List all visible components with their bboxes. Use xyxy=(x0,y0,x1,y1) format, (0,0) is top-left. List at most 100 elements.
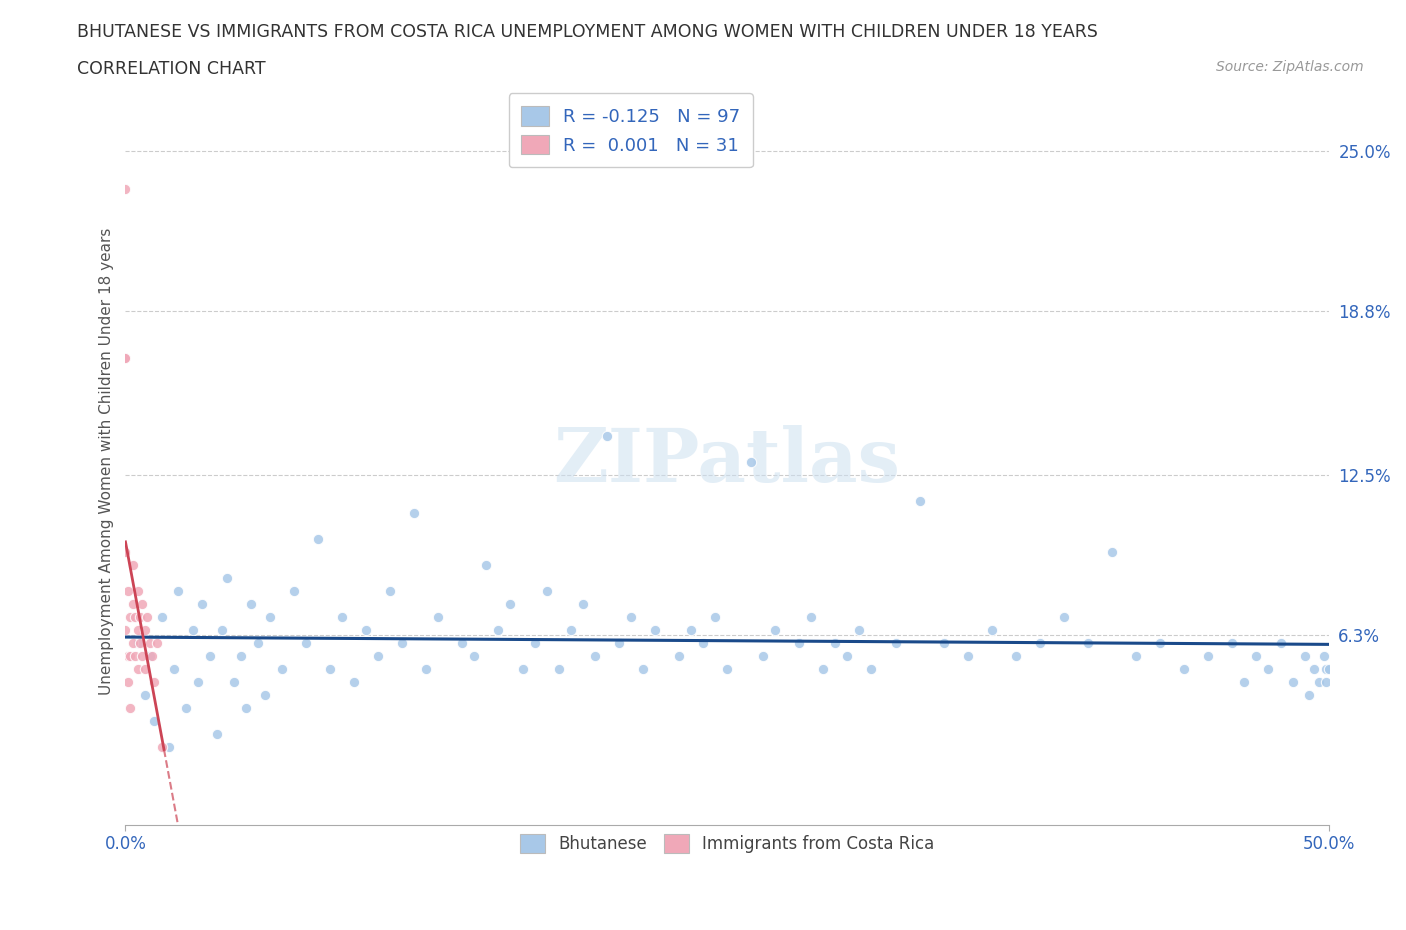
Point xyxy=(607,636,630,651)
Point xyxy=(1315,674,1337,689)
Point xyxy=(391,636,413,651)
Point xyxy=(127,584,149,599)
Point xyxy=(1125,648,1147,663)
Point xyxy=(239,597,262,612)
Point xyxy=(127,636,149,651)
Point xyxy=(162,661,184,676)
Point xyxy=(463,648,485,663)
Point xyxy=(246,636,269,651)
Point xyxy=(908,493,931,508)
Point xyxy=(254,687,277,702)
Point xyxy=(136,610,159,625)
Point xyxy=(235,700,257,715)
Point xyxy=(692,636,714,651)
Point xyxy=(307,532,329,547)
Point xyxy=(1315,661,1337,676)
Point xyxy=(1308,674,1330,689)
Point xyxy=(174,700,197,715)
Point xyxy=(134,687,156,702)
Point xyxy=(198,648,221,663)
Point xyxy=(547,661,569,676)
Point xyxy=(229,648,252,663)
Text: Source: ZipAtlas.com: Source: ZipAtlas.com xyxy=(1216,60,1364,74)
Point xyxy=(631,661,654,676)
Point xyxy=(117,648,139,663)
Text: ZIPatlas: ZIPatlas xyxy=(554,425,901,498)
Point xyxy=(131,648,153,663)
Point xyxy=(205,726,228,741)
Point xyxy=(1270,636,1292,651)
Point xyxy=(1294,648,1316,663)
Point xyxy=(488,623,510,638)
Point xyxy=(187,674,209,689)
Text: BHUTANESE VS IMMIGRANTS FROM COSTA RICA UNEMPLOYMENT AMONG WOMEN WITH CHILDREN U: BHUTANESE VS IMMIGRANTS FROM COSTA RICA … xyxy=(77,23,1098,41)
Point xyxy=(131,597,153,612)
Point xyxy=(740,454,762,469)
Point xyxy=(679,623,702,638)
Point xyxy=(1029,636,1052,651)
Point xyxy=(124,610,146,625)
Point xyxy=(120,700,142,715)
Point xyxy=(523,636,546,651)
Point xyxy=(121,636,143,651)
Text: CORRELATION CHART: CORRELATION CHART xyxy=(77,60,266,78)
Point xyxy=(134,661,156,676)
Point xyxy=(211,623,233,638)
Point xyxy=(354,623,377,638)
Point xyxy=(283,584,305,599)
Point xyxy=(668,648,690,663)
Point xyxy=(800,610,823,625)
Point xyxy=(114,351,136,365)
Point xyxy=(980,623,1002,638)
Point xyxy=(343,674,366,689)
Point xyxy=(145,636,167,651)
Point xyxy=(848,623,870,638)
Point xyxy=(644,623,666,638)
Point xyxy=(114,545,136,560)
Point xyxy=(120,648,142,663)
Point xyxy=(1313,648,1336,663)
Point xyxy=(117,584,139,599)
Point xyxy=(167,584,190,599)
Point xyxy=(1077,636,1099,651)
Point xyxy=(121,558,143,573)
Point xyxy=(117,674,139,689)
Point xyxy=(404,506,426,521)
Point xyxy=(270,661,292,676)
Point xyxy=(427,610,450,625)
Point xyxy=(536,584,558,599)
Point xyxy=(157,739,180,754)
Point xyxy=(824,636,846,651)
Point xyxy=(120,610,142,625)
Y-axis label: Unemployment Among Women with Children Under 18 years: Unemployment Among Women with Children U… xyxy=(100,228,114,696)
Point xyxy=(129,636,152,651)
Point xyxy=(138,636,160,651)
Point xyxy=(1053,610,1076,625)
Point xyxy=(787,636,810,651)
Point xyxy=(143,713,166,728)
Point xyxy=(860,661,883,676)
Point xyxy=(475,558,498,573)
Point xyxy=(121,597,143,612)
Point xyxy=(129,610,152,625)
Point xyxy=(1173,661,1195,676)
Point xyxy=(451,636,474,651)
Point xyxy=(512,661,534,676)
Point xyxy=(1222,636,1244,651)
Legend: Bhutanese, Immigrants from Costa Rica: Bhutanese, Immigrants from Costa Rica xyxy=(513,828,941,860)
Point xyxy=(1246,648,1268,663)
Point xyxy=(222,674,245,689)
Point xyxy=(259,610,281,625)
Point xyxy=(191,597,214,612)
Point xyxy=(114,182,136,197)
Point xyxy=(763,623,786,638)
Point xyxy=(114,351,136,365)
Point xyxy=(1197,648,1219,663)
Point xyxy=(150,739,173,754)
Point xyxy=(1281,674,1303,689)
Point xyxy=(127,623,149,638)
Point xyxy=(330,610,353,625)
Point xyxy=(837,648,859,663)
Point xyxy=(932,636,955,651)
Point xyxy=(813,661,835,676)
